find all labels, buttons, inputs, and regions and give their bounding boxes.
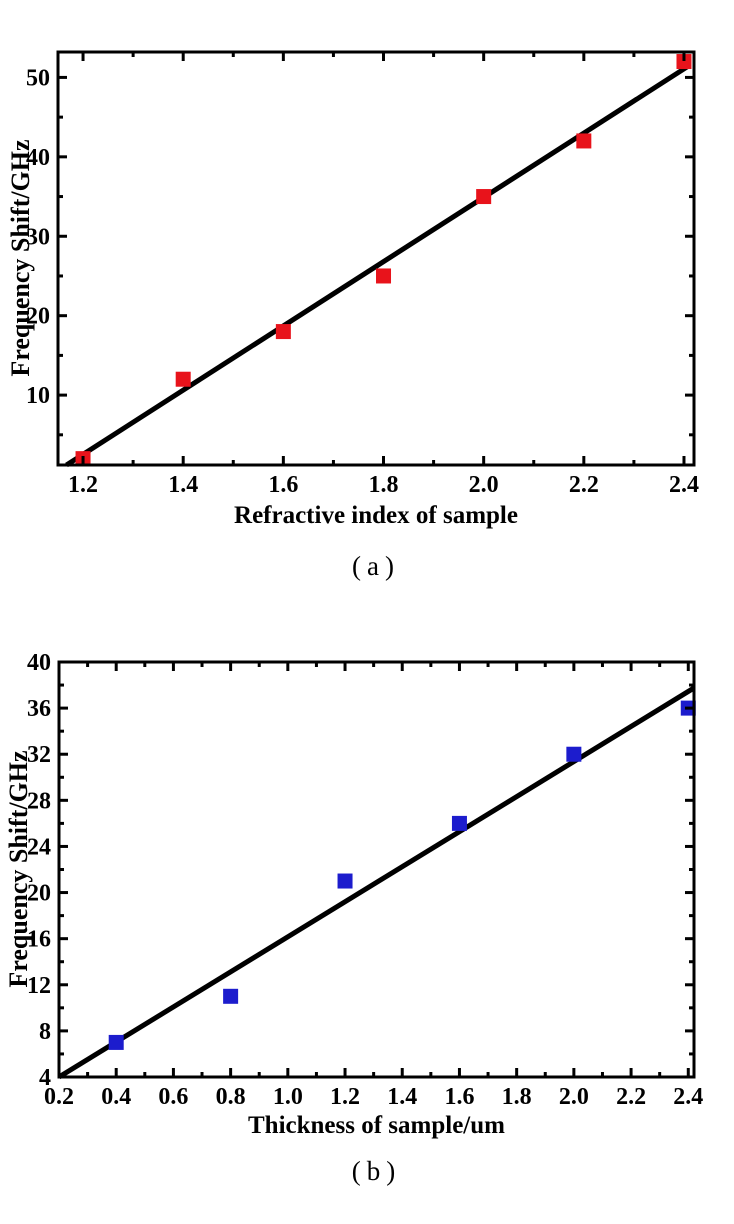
x-tick-label-b: 0.4 [101,1084,131,1110]
y-tick-label-b: 8 [39,1019,51,1045]
marker-b-0 [108,1034,124,1050]
y-tick-label-b: 16 [27,927,51,953]
x-tick-label-b: 1.2 [330,1084,360,1110]
data-points-a [75,54,692,467]
tick-labels-a: 1.2 1.4 1.6 1.8 2.0 2.2 2.4 10 20 30 40 50 [26,65,699,498]
x-tick-label-b: 1.0 [273,1084,303,1110]
fit-line-b [57,685,696,1080]
x-tick-label-b: 1.4 [387,1084,417,1110]
fit-line-a [65,64,690,468]
data-points-b [108,700,696,1050]
x-tick-label-b: 0.8 [216,1084,246,1110]
x-tick-label-b: 2.2 [616,1084,646,1110]
y-tick-label-b: 12 [27,973,51,999]
y-tick-label-b: 32 [27,742,51,768]
x-axis-title-a: Refractive index of sample [234,502,518,529]
tick-labels-b: 0.2 0.4 0.6 0.8 1.0 1.2 1.4 1.6 1.8 2.0 2.2 2.4 4 8 12… [27,650,703,1110]
y-tick-label-b: 40 [27,650,51,676]
y-tick-label-b: 24 [27,834,51,860]
y-tick-label-a: 20 [26,304,50,330]
x-tick-label-a: 1.8 [369,472,399,498]
marker-b-4 [566,746,582,762]
subfigure-caption-b: (b) [351,1156,402,1186]
y-tick-label-b: 36 [27,696,51,722]
y-tick-label-a: 50 [26,65,50,91]
x-tick-label-a: 2.2 [569,472,599,498]
y-tick-label-a: 40 [26,145,50,171]
x-tick-label-b: 2.4 [673,1084,703,1110]
x-tick-label-b: 0.6 [158,1084,188,1110]
ticks-b [57,660,694,1079]
marker-b-1 [223,988,239,1004]
y-tick-label-b: 4 [39,1065,51,1091]
marker-a-1 [175,371,191,387]
x-tick-label-a: 2.4 [669,472,699,498]
x-tick-label-a: 2.0 [469,472,499,498]
marker-a-6 [676,54,692,70]
subfigure-caption-a: (a) [352,551,400,581]
marker-b-2 [337,873,353,889]
plot-frame-a [56,50,696,467]
y-tick-label-b: 20 [27,881,51,907]
y-tick-label-a: 10 [26,383,50,409]
chart-a: 1.2 1.4 1.6 1.8 2.0 2.2 2.4 10 20 30 40 50 [26,50,699,498]
marker-a-3 [376,268,392,284]
y-axis-title-a: Frequency Shift/GHz [6,139,35,377]
x-axis-title-b: Thickness of sample/um [248,1112,505,1139]
y-tick-label-a: 30 [26,224,50,250]
x-tick-label-a: 1.6 [268,472,298,498]
marker-a-2 [275,324,291,340]
x-tick-label-b: 1.6 [444,1084,474,1110]
y-tick-label-b: 28 [27,788,51,814]
marker-b-3 [451,815,467,831]
plot-frame-b [57,660,696,1079]
y-axis-title-b: Frequency Shift/GHz [4,750,33,988]
x-tick-label-a: 1.2 [68,472,98,498]
x-tick-label-b: 0.2 [44,1084,74,1110]
marker-a-5 [576,133,592,149]
x-tick-label-a: 1.4 [168,472,198,498]
x-tick-label-b: 1.8 [502,1084,532,1110]
x-tick-label-b: 2.0 [559,1084,589,1110]
ticks-a [58,52,694,465]
chart-b: 0.2 0.4 0.6 0.8 1.0 1.2 1.4 1.6 1.8 2.0 2.2 2.4 4 8 12… [27,650,703,1110]
marker-a-4 [476,189,492,205]
